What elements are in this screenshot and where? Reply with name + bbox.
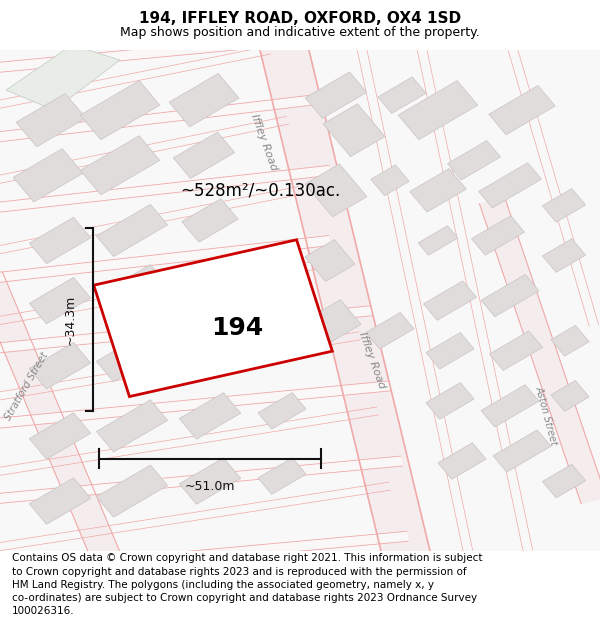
Polygon shape (185, 322, 247, 369)
Polygon shape (418, 226, 458, 255)
Polygon shape (323, 104, 385, 157)
Polygon shape (6, 45, 120, 110)
Polygon shape (551, 381, 589, 411)
Polygon shape (258, 458, 306, 494)
Polygon shape (542, 239, 586, 272)
Text: Aston Street: Aston Street (533, 385, 559, 447)
Polygon shape (0, 531, 409, 581)
Polygon shape (398, 81, 478, 140)
Polygon shape (0, 456, 403, 506)
Polygon shape (258, 392, 306, 429)
Polygon shape (426, 332, 474, 369)
Polygon shape (305, 164, 367, 217)
Polygon shape (0, 35, 289, 75)
Text: ~34.3m: ~34.3m (64, 294, 77, 344)
Polygon shape (0, 381, 391, 431)
Polygon shape (438, 442, 486, 479)
Polygon shape (542, 189, 586, 222)
Polygon shape (97, 465, 167, 517)
Polygon shape (489, 86, 555, 135)
Polygon shape (169, 73, 239, 127)
Polygon shape (481, 274, 539, 317)
Polygon shape (179, 392, 241, 439)
Polygon shape (97, 329, 167, 382)
Polygon shape (551, 326, 589, 356)
Polygon shape (424, 281, 476, 321)
Polygon shape (0, 166, 331, 216)
Polygon shape (0, 271, 122, 566)
Polygon shape (448, 141, 500, 180)
Polygon shape (94, 240, 332, 396)
Polygon shape (305, 239, 355, 281)
Polygon shape (13, 149, 83, 202)
Polygon shape (305, 72, 367, 118)
Polygon shape (29, 342, 91, 389)
Polygon shape (479, 162, 541, 208)
Polygon shape (542, 464, 586, 498)
Polygon shape (182, 199, 238, 242)
Polygon shape (410, 169, 466, 212)
Polygon shape (80, 81, 160, 140)
Polygon shape (311, 300, 361, 342)
Text: ~528m²/~0.130ac.: ~528m²/~0.130ac. (180, 181, 340, 199)
Polygon shape (472, 216, 524, 255)
Polygon shape (97, 400, 167, 452)
Polygon shape (80, 136, 160, 195)
Polygon shape (481, 385, 539, 427)
Polygon shape (493, 430, 551, 472)
Text: 194, IFFLEY ROAD, OXFORD, OX4 1SD: 194, IFFLEY ROAD, OXFORD, OX4 1SD (139, 11, 461, 26)
Polygon shape (378, 77, 426, 113)
Text: Map shows position and indicative extent of the property.: Map shows position and indicative extent… (120, 26, 480, 39)
Polygon shape (426, 382, 474, 419)
Polygon shape (179, 458, 241, 504)
Text: Iffley Road: Iffley Road (357, 331, 387, 391)
Polygon shape (173, 132, 235, 179)
Polygon shape (29, 217, 91, 264)
Polygon shape (185, 258, 247, 304)
Polygon shape (479, 198, 600, 504)
Polygon shape (16, 94, 86, 147)
Text: 194: 194 (211, 316, 263, 340)
Polygon shape (490, 331, 542, 371)
Polygon shape (0, 306, 373, 356)
Polygon shape (366, 312, 414, 349)
Polygon shape (97, 264, 167, 317)
Text: Stratford Street: Stratford Street (4, 350, 50, 422)
Polygon shape (371, 165, 409, 196)
Polygon shape (97, 204, 167, 256)
Polygon shape (29, 278, 91, 324)
Text: ~51.0m: ~51.0m (185, 479, 235, 492)
Polygon shape (29, 412, 91, 459)
Text: Iffley Road: Iffley Road (249, 113, 279, 173)
Polygon shape (264, 322, 312, 359)
Polygon shape (0, 95, 313, 145)
Text: Contains OS data © Crown copyright and database right 2021. This information is : Contains OS data © Crown copyright and d… (12, 554, 482, 616)
Polygon shape (259, 36, 431, 565)
Polygon shape (29, 478, 91, 524)
Polygon shape (0, 236, 331, 286)
